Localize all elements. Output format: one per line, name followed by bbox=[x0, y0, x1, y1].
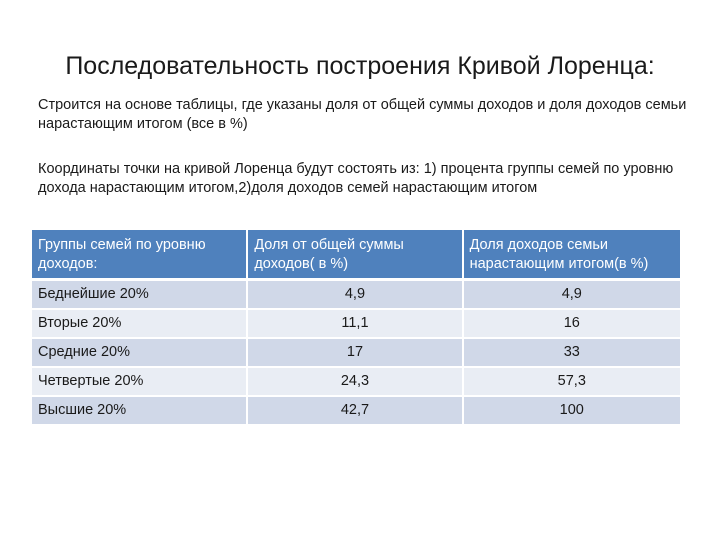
table-row: Беднейшие 20% 4,9 4,9 bbox=[32, 281, 680, 310]
group-cell: Беднейшие 20% bbox=[32, 281, 249, 310]
table-row: Четвертые 20% 24,3 57,3 bbox=[32, 368, 680, 397]
table-row: Средние 20% 17 33 bbox=[32, 339, 680, 368]
coordinates-paragraph: Координаты точки на кривой Лоренца будут… bbox=[38, 161, 674, 196]
cumulative-cell: 16 bbox=[463, 310, 680, 339]
cumulative-cell: 57,3 bbox=[463, 368, 680, 397]
cumulative-cell: 4,9 bbox=[463, 281, 680, 310]
share-cell: 4,9 bbox=[248, 281, 464, 310]
share-cell: 24,3 bbox=[248, 368, 464, 397]
column-header-share: Доля от общей суммы доходов( в %) bbox=[248, 230, 464, 281]
table-header-row: Группы семей по уровню доходов: Доля от … bbox=[32, 230, 680, 281]
group-cell: Четвертые 20% bbox=[32, 368, 249, 397]
table-row: Вторые 20% 11,1 16 bbox=[32, 310, 680, 339]
slide-title: Последовательность построения Кривой Лор… bbox=[65, 52, 655, 80]
cumulative-cell: 33 bbox=[463, 339, 680, 368]
group-cell: Вторые 20% bbox=[32, 310, 249, 339]
share-cell: 11,1 bbox=[248, 310, 464, 339]
cumulative-cell: 100 bbox=[463, 397, 680, 426]
column-header-cumulative: Доля доходов семьи нарастающим итогом(в … bbox=[463, 230, 680, 281]
group-cell: Средние 20% bbox=[32, 339, 249, 368]
share-cell: 17 bbox=[248, 339, 464, 368]
table-row: Высшие 20% 42,7 100 bbox=[32, 397, 680, 426]
group-cell: Высшие 20% bbox=[32, 397, 249, 426]
share-cell: 42,7 bbox=[248, 397, 464, 426]
intro-paragraph: Строится на основе таблицы, где указаны … bbox=[38, 97, 687, 132]
column-header-groups: Группы семей по уровню доходов: bbox=[32, 230, 249, 281]
income-distribution-table: Группы семей по уровню доходов: Доля от … bbox=[32, 230, 680, 426]
